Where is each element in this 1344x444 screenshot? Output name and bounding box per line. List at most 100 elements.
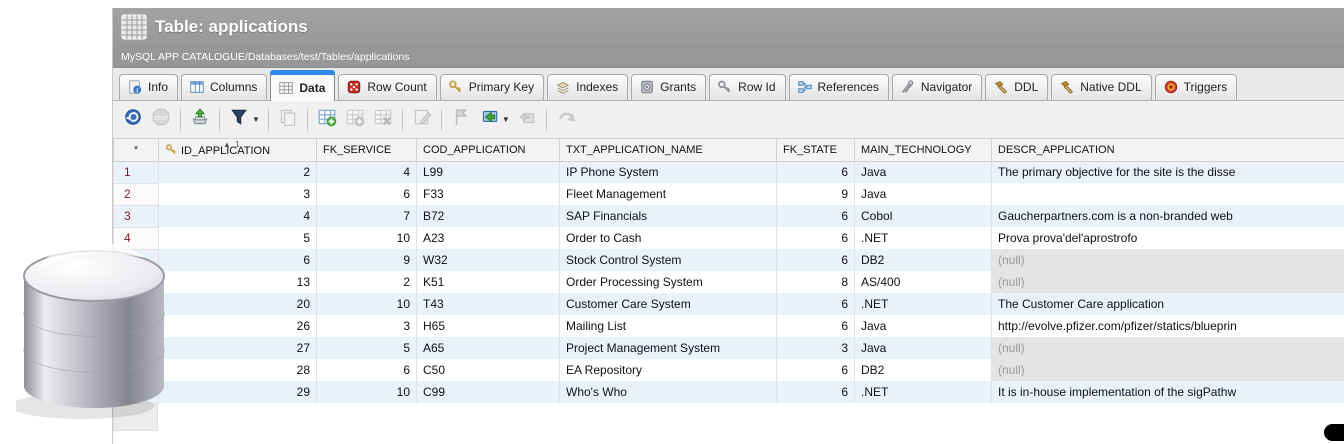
cell-fk_state[interactable]: 6 [776, 205, 855, 227]
cell-fk_service[interactable]: 10 [316, 293, 417, 315]
cell-main_technology[interactable]: Java [854, 315, 992, 337]
cell-main_technology[interactable]: Java [854, 183, 992, 205]
tab-indexes[interactable]: Indexes [547, 74, 629, 100]
tab-data[interactable]: Data [270, 70, 336, 101]
cell-fk_service[interactable]: 10 [316, 381, 417, 403]
cell-txt_application_name[interactable]: IP Phone System [559, 161, 777, 183]
column-header-fk_service[interactable]: FK_SERVICE [316, 139, 417, 162]
cell-txt_application_name[interactable]: Order Processing System [559, 271, 777, 293]
cell-txt_application_name[interactable]: Mailing List [559, 315, 777, 337]
cell-cod_application[interactable]: T43 [416, 293, 560, 315]
cell-txt_application_name[interactable]: EA Repository [559, 359, 777, 381]
cell-main_technology[interactable]: .NET [854, 227, 992, 249]
cell-fk_state[interactable]: 6 [776, 359, 855, 381]
cell-main_technology[interactable]: DB2 [854, 359, 992, 381]
cell-txt_application_name[interactable]: Project Management System [559, 337, 777, 359]
cell-fk_service[interactable]: 6 [316, 183, 417, 205]
cell-id_application[interactable]: 5 [158, 227, 317, 249]
cell-descr_application[interactable]: It is in-house implementation of the sig… [991, 381, 1344, 403]
tab-primary-key[interactable]: Primary Key [439, 74, 545, 100]
tab-columns[interactable]: Columns [181, 74, 268, 100]
cell-cod_application[interactable]: A65 [416, 337, 560, 359]
cell-descr_application[interactable]: (null) [991, 337, 1344, 359]
row-number[interactable]: 2 [113, 183, 159, 206]
cell-fk_service[interactable]: 10 [316, 227, 417, 249]
cell-fk_state[interactable]: 6 [776, 381, 855, 403]
cell-fk_state[interactable]: 6 [776, 161, 855, 183]
cell-main_technology[interactable]: .NET [854, 381, 992, 403]
cell-descr_application[interactable] [991, 183, 1344, 205]
cell-id_application[interactable]: 29 [158, 381, 317, 403]
cell-descr_application[interactable]: (null) [991, 359, 1344, 381]
tab-ddl[interactable]: DDL [985, 74, 1049, 100]
cell-main_technology[interactable]: Java [854, 161, 992, 183]
filter-button[interactable] [226, 107, 252, 133]
cell-txt_application_name[interactable]: Order to Cash [559, 227, 777, 249]
cell-txt_application_name[interactable]: Who's Who [559, 381, 777, 403]
column-header-txt_application_name[interactable]: TXT_APPLICATION_NAME [559, 139, 777, 162]
cell-descr_application[interactable]: The Customer Care application [991, 293, 1344, 315]
tab-references[interactable]: References [788, 74, 889, 100]
cell-main_technology[interactable]: Cobol [854, 205, 992, 227]
cell-txt_application_name[interactable]: Stock Control System [559, 249, 777, 271]
cell-id_application[interactable]: 20 [158, 293, 317, 315]
save-edits-button[interactable] [476, 107, 502, 133]
tab-row-id[interactable]: Row Id [709, 74, 786, 100]
column-header-main_technology[interactable]: MAIN_TECHNOLOGY [854, 139, 992, 162]
cell-txt_application_name[interactable]: Fleet Management [559, 183, 777, 205]
cell-cod_application[interactable]: H65 [416, 315, 560, 337]
cell-descr_application[interactable]: The primary objective for the site is th… [991, 161, 1344, 183]
cell-fk_state[interactable]: 9 [776, 183, 855, 205]
column-header-fk_state[interactable]: FK_STATE [776, 139, 855, 162]
cell-txt_application_name[interactable]: Customer Care System [559, 293, 777, 315]
cell-id_application[interactable]: 6 [158, 249, 317, 271]
cell-fk_service[interactable]: 9 [316, 249, 417, 271]
cell-fk_service[interactable]: 2 [316, 271, 417, 293]
tab-grants[interactable]: Grants [631, 74, 707, 100]
cell-cod_application[interactable]: C50 [416, 359, 560, 381]
cell-id_application[interactable]: 26 [158, 315, 317, 337]
cell-fk_state[interactable]: 6 [776, 315, 855, 337]
cell-cod_application[interactable]: B72 [416, 205, 560, 227]
tab-row-count[interactable]: Row Count [338, 74, 437, 100]
cell-fk_service[interactable]: 5 [316, 337, 417, 359]
cell-main_technology[interactable]: AS/400 [854, 271, 992, 293]
row-number[interactable]: 3 [113, 205, 159, 228]
cell-id_application[interactable]: 4 [158, 205, 317, 227]
cell-descr_application[interactable]: (null) [991, 271, 1344, 293]
cell-txt_application_name[interactable]: SAP Financials [559, 205, 777, 227]
cell-cod_application[interactable]: A23 [416, 227, 560, 249]
insert-row-button[interactable] [314, 107, 340, 133]
cell-descr_application[interactable]: (null) [991, 249, 1344, 271]
tab-native-ddl[interactable]: Native DDL [1051, 74, 1152, 100]
cell-id_application[interactable]: 2 [158, 161, 317, 183]
cell-descr_application[interactable]: Gaucherpartners.com is a non-branded web [991, 205, 1344, 227]
cell-fk_state[interactable]: 6 [776, 249, 855, 271]
cell-main_technology[interactable]: Java [854, 337, 992, 359]
cell-cod_application[interactable]: W32 [416, 249, 560, 271]
cell-fk_service[interactable]: 7 [316, 205, 417, 227]
cell-fk_state[interactable]: 6 [776, 227, 855, 249]
tab-navigator[interactable]: Navigator [891, 74, 983, 100]
cell-id_application[interactable]: 27 [158, 337, 317, 359]
cell-fk_state[interactable]: 6 [776, 293, 855, 315]
row-number[interactable]: 4 [113, 227, 159, 250]
cell-fk_state[interactable]: 3 [776, 337, 855, 359]
export-button[interactable] [187, 107, 213, 133]
cell-fk_state[interactable]: 8 [776, 271, 855, 293]
row-number[interactable]: 1 [113, 161, 159, 184]
cell-id_application[interactable]: 3 [158, 183, 317, 205]
tab-info[interactable]: i Info [119, 74, 179, 100]
cell-id_application[interactable]: 28 [158, 359, 317, 381]
column-header-cod_application[interactable]: COD_APPLICATION [416, 139, 560, 162]
cell-descr_application[interactable]: http://evolve.pfizer.com/pfizer/statics/… [991, 315, 1344, 337]
cell-cod_application[interactable]: F33 [416, 183, 560, 205]
cell-cod_application[interactable]: L99 [416, 161, 560, 183]
cell-main_technology[interactable]: .NET [854, 293, 992, 315]
reload-button[interactable] [120, 107, 146, 133]
cell-cod_application[interactable]: K51 [416, 271, 560, 293]
cell-fk_service[interactable]: 3 [316, 315, 417, 337]
cell-id_application[interactable]: 13 [158, 271, 317, 293]
cell-cod_application[interactable]: C99 [416, 381, 560, 403]
cell-fk_service[interactable]: 4 [316, 161, 417, 183]
